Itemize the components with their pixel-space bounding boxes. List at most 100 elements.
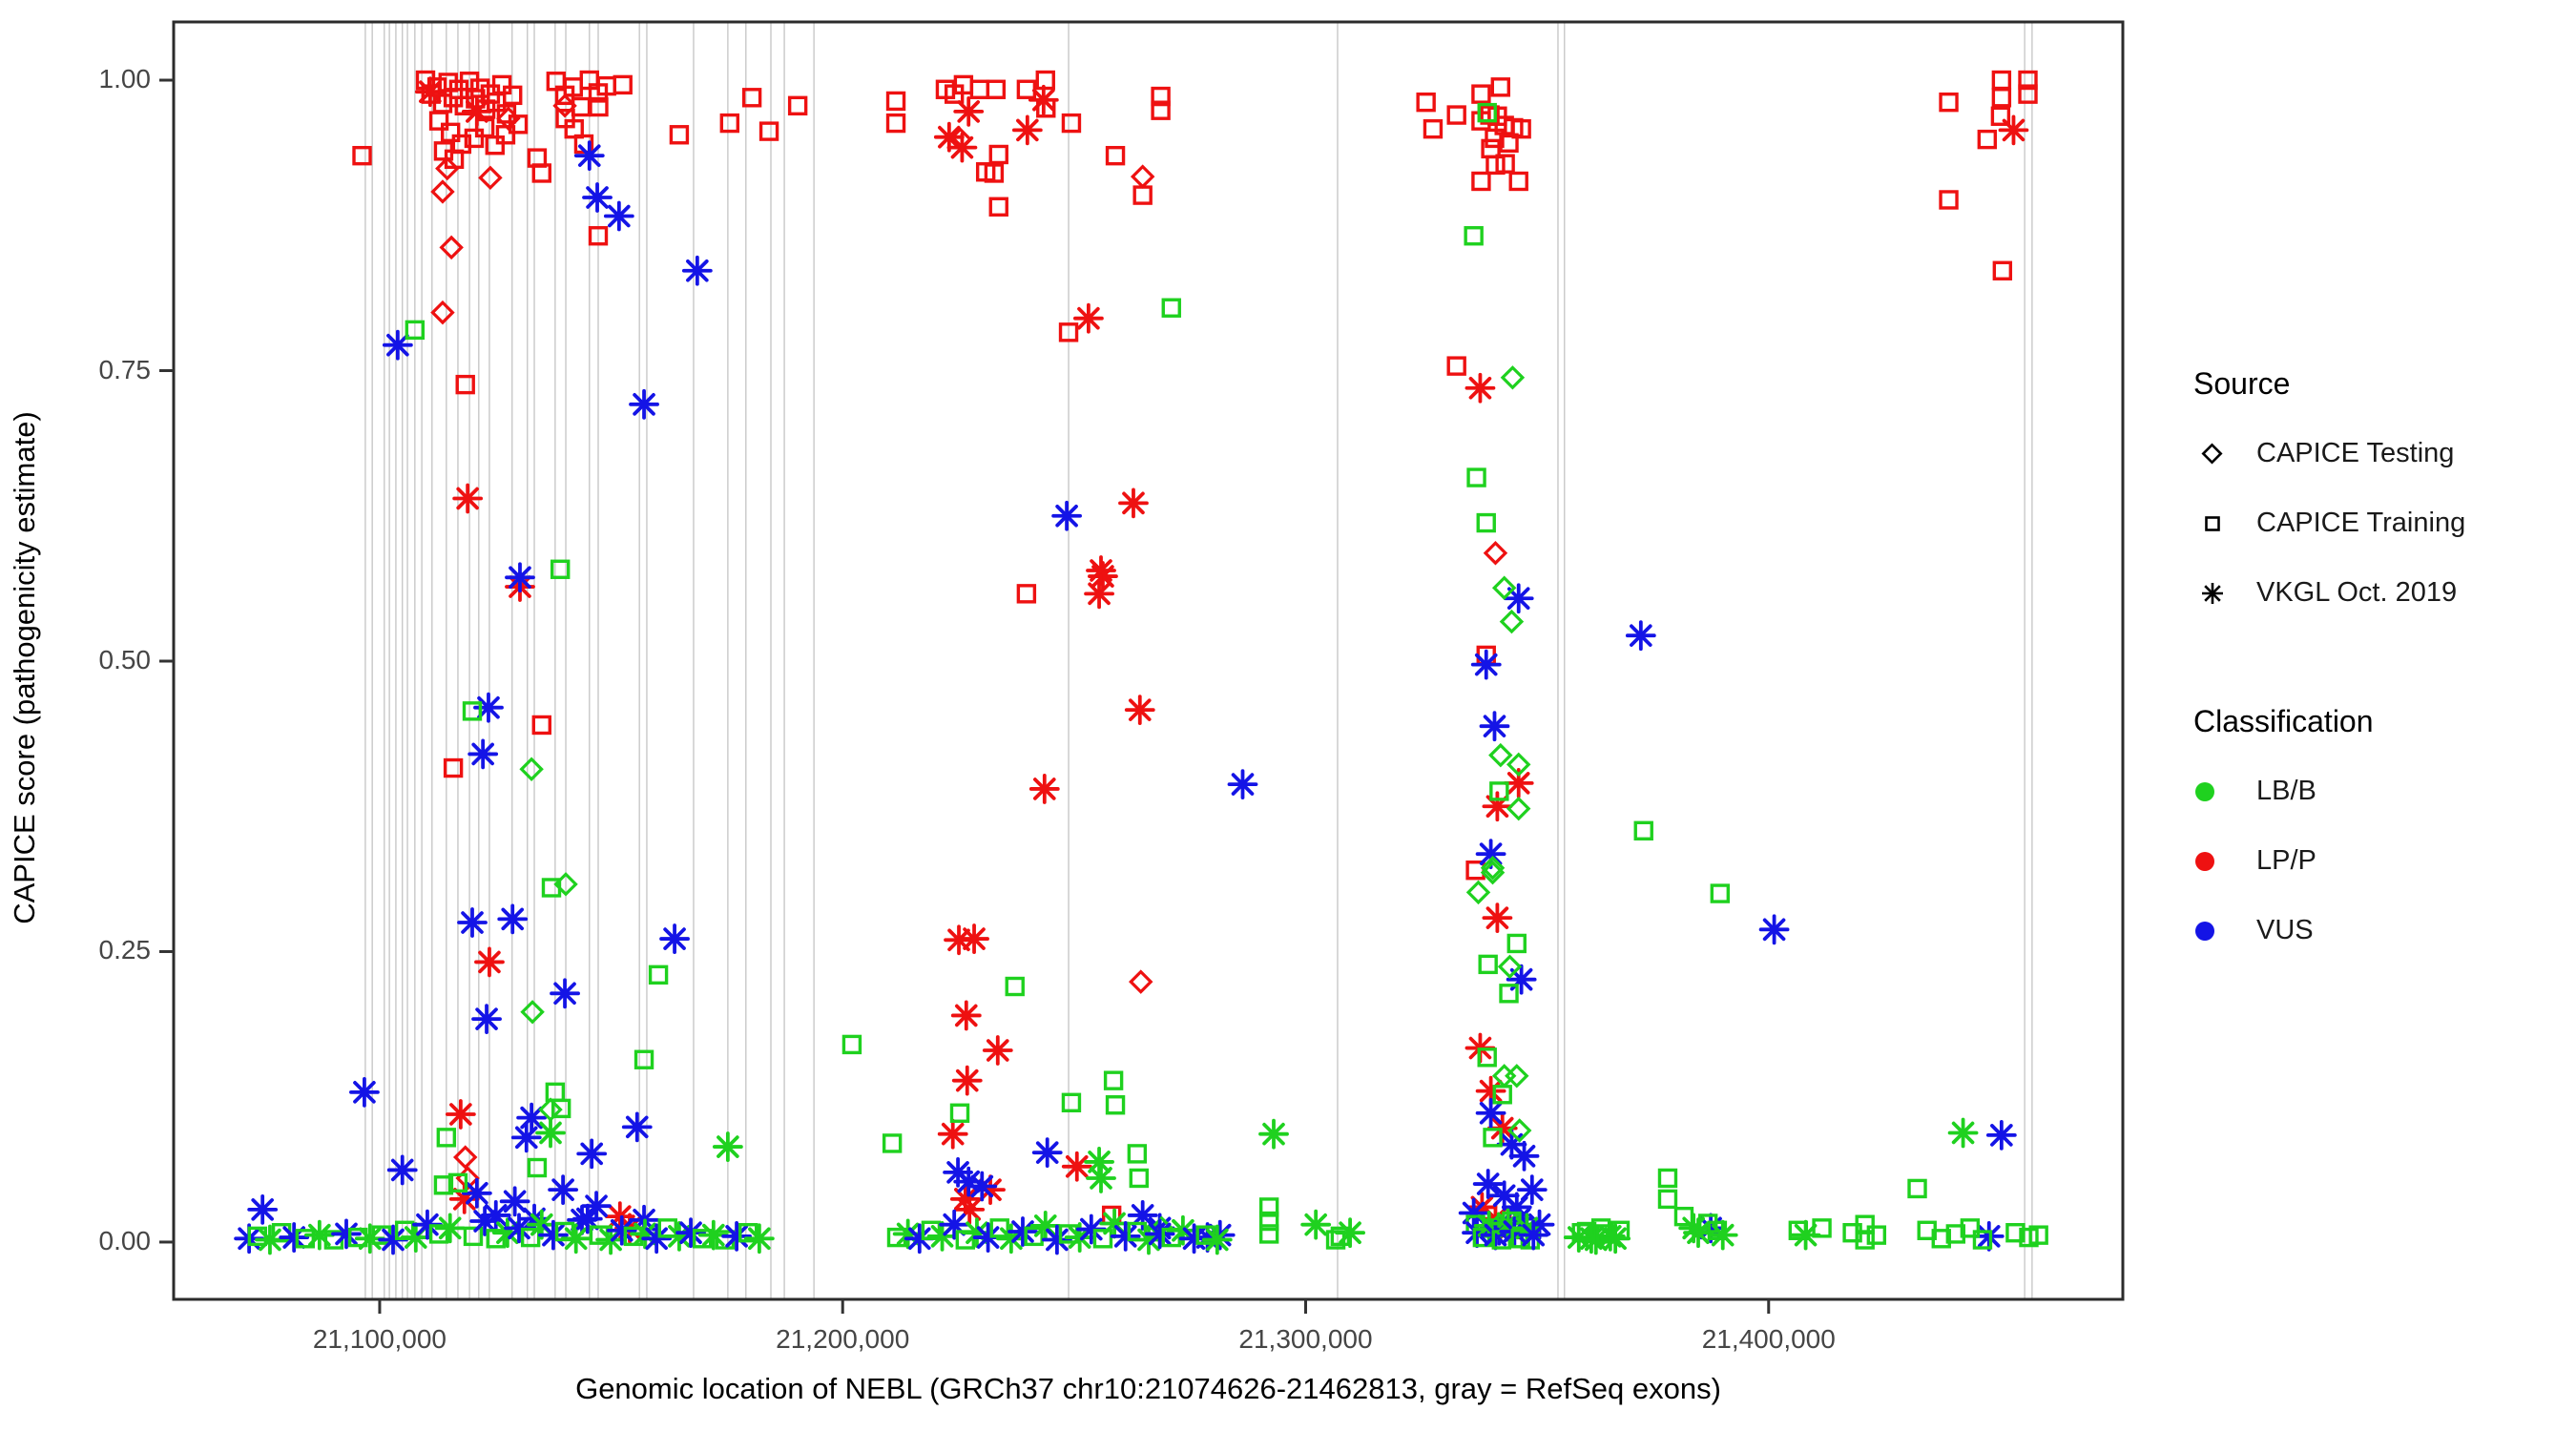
point-asterisk <box>331 1218 362 1250</box>
x-tick-label: 21,200,000 <box>776 1324 910 1354</box>
point-square <box>1471 84 1491 104</box>
point-asterisk <box>1084 578 1114 610</box>
point-square <box>1035 70 1055 91</box>
point-asterisk <box>1335 1217 1365 1249</box>
point-asterisk <box>1947 1117 1979 1149</box>
point-diamond <box>1480 856 1506 881</box>
point-square <box>1161 298 1181 318</box>
point-square <box>1058 322 1079 342</box>
point-asterisk <box>1516 1174 1548 1206</box>
point-asterisk <box>1300 1209 1332 1240</box>
point-asterisk <box>538 1219 569 1251</box>
legend-item-label: CAPICE Training <box>2256 508 2466 538</box>
legend-item-vkgl: VKGL Oct. 2019 <box>2193 558 2566 628</box>
point-asterisk <box>1042 1224 1072 1255</box>
point-asterisk <box>1084 1147 1114 1177</box>
point-square <box>1991 88 2012 108</box>
point-asterisk <box>1470 649 1502 680</box>
point-asterisk <box>1482 902 1513 934</box>
point-asterisk <box>1124 695 1155 726</box>
point-square <box>1466 467 1486 487</box>
point-diamond <box>478 165 503 191</box>
legend-item-label: LB/B <box>2256 776 2316 806</box>
point-square <box>1907 1178 1927 1199</box>
point-diamond <box>553 872 578 897</box>
point-asterisk <box>1144 1218 1175 1250</box>
point-asterisk <box>1227 769 1258 799</box>
point-square <box>551 1098 571 1119</box>
point-square <box>1506 933 1527 954</box>
point-square <box>1016 79 1037 99</box>
point-square <box>1483 1128 1503 1148</box>
x-tick-label: 21,100,000 <box>312 1324 447 1354</box>
point-square <box>975 162 996 182</box>
point-asterisk <box>452 483 484 514</box>
point-asterisk <box>1011 114 1043 146</box>
point-asterisk <box>959 923 989 954</box>
point-square <box>2028 1225 2048 1245</box>
point-square <box>455 374 475 395</box>
point-square <box>669 125 690 145</box>
point-square <box>1657 1189 1678 1210</box>
point-asterisk <box>499 1186 530 1217</box>
point-square <box>1105 145 1126 166</box>
point-asterisk <box>400 1222 431 1253</box>
point-square <box>491 74 512 95</box>
point-diamond <box>1483 540 1508 566</box>
diamond-icon <box>2193 435 2243 473</box>
point-square <box>986 79 1007 99</box>
point-square <box>1495 154 1515 174</box>
point-asterisk <box>434 1213 466 1244</box>
point-asterisk <box>1462 1217 1492 1249</box>
point-square <box>1511 118 1531 139</box>
point-square <box>1061 1092 1082 1113</box>
point-asterisk <box>303 1219 335 1251</box>
point-asterisk <box>1028 774 1060 804</box>
point-square <box>989 1218 1009 1238</box>
point-diamond <box>1491 1064 1517 1089</box>
point-square <box>634 1049 654 1069</box>
legend-item-label: VUS <box>2256 915 2314 945</box>
point-diamond <box>1480 860 1506 885</box>
point-asterisk <box>950 1000 982 1031</box>
legend-source-title: Source <box>2193 366 2291 401</box>
legend-classification: Classification LB/B LP/P VUS <box>2193 704 2566 965</box>
point-square <box>885 113 906 134</box>
point-asterisk <box>469 1206 501 1236</box>
point-square <box>1103 1070 1124 1090</box>
point-diamond <box>439 235 464 260</box>
point-asterisk <box>349 1076 380 1108</box>
point-square <box>1508 171 1528 192</box>
point-square <box>885 91 906 112</box>
point-square <box>1061 113 1082 134</box>
y-tick-label: 0.75 <box>98 354 152 384</box>
point-diamond <box>496 106 521 131</box>
point-asterisk <box>535 1117 566 1149</box>
point-asterisk <box>1707 1219 1738 1251</box>
lbb-dot-icon <box>2195 781 2214 801</box>
point-diamond <box>435 156 460 181</box>
point-asterisk <box>606 1214 637 1246</box>
point-diamond <box>519 757 544 781</box>
point-square <box>1151 86 1171 107</box>
point-asterisk <box>1086 555 1116 586</box>
legend-item-label: CAPICE Testing <box>2256 438 2455 468</box>
point-square <box>1129 1168 1149 1189</box>
point-diamond <box>1129 969 1153 994</box>
point-diamond <box>430 300 455 325</box>
point-square <box>758 121 779 141</box>
point-square <box>1977 129 1998 150</box>
point-square <box>1960 1218 1981 1238</box>
point-asterisk <box>1258 1118 1289 1150</box>
point-square <box>428 1224 449 1244</box>
point-square <box>1633 820 1653 841</box>
point-square <box>1499 984 1519 1004</box>
point-asterisk <box>1061 1151 1092 1182</box>
point-square <box>882 1133 903 1153</box>
point-square <box>462 701 483 721</box>
point-asterisk <box>279 1222 310 1253</box>
point-asterisk <box>1201 1224 1233 1255</box>
point-asterisk <box>457 907 488 938</box>
point-asterisk <box>721 1220 752 1252</box>
point-square <box>295 1229 316 1249</box>
